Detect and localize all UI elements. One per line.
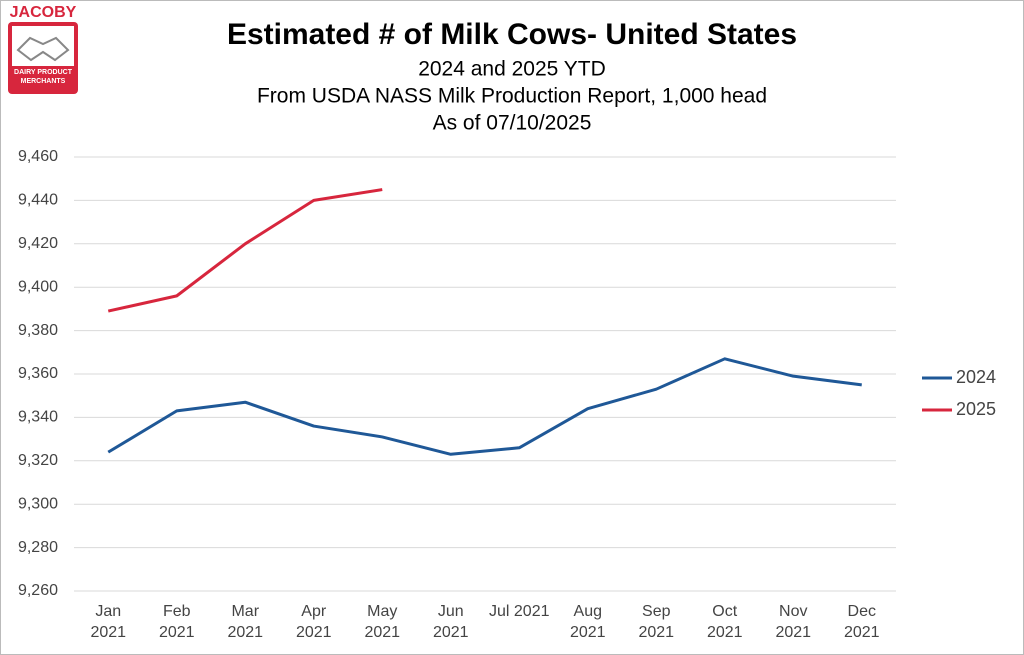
x-tick-label: Aug 2021	[570, 603, 606, 641]
y-tick-label: 9,440	[18, 192, 58, 209]
x-tick-label-line: 2021	[638, 624, 674, 641]
series-line	[107, 188, 383, 313]
x-tick-label-line: Aug	[574, 603, 602, 620]
x-tick-label-line: 2021	[844, 624, 880, 641]
x-tick-label: Jun 2021	[433, 603, 469, 641]
x-tick-label: Oct 2021	[707, 603, 743, 641]
x-tick-label-line: 2021	[364, 624, 400, 641]
x-tick-label-line: Oct	[712, 603, 737, 620]
x-tick-label: Apr 2021	[296, 603, 332, 641]
series-line	[107, 357, 862, 456]
x-tick-label-line: 2021	[159, 624, 195, 641]
logo: JACOBY DAIRY PRODUCT MERCHANTS	[8, 4, 78, 94]
logo-tagline-box: DAIRY PRODUCT MERCHANTS	[14, 69, 72, 85]
logo-name: JACOBY	[10, 4, 77, 21]
x-tick-label-line: Mar	[231, 603, 259, 620]
legend-label: 2024	[956, 367, 996, 387]
x-tick-label: Feb 2021	[159, 603, 195, 641]
x-tick-label: Jul 2021	[489, 603, 550, 620]
x-tick-label-line: Jan	[95, 603, 121, 620]
chart-subtitle: From USDA NASS Milk Production Report, 1…	[257, 85, 767, 108]
y-tick-label: 9,460	[18, 148, 58, 165]
y-tick-label: 9,280	[18, 539, 58, 556]
y-tick-label: 9,320	[18, 452, 58, 469]
x-tick-label-line: Jun	[438, 603, 464, 620]
x-tick-label-line: Apr	[301, 603, 327, 620]
y-tick-label: 9,340	[18, 409, 58, 426]
y-tick-label: 9,420	[18, 235, 58, 252]
x-tick-label-line: 2021	[570, 624, 606, 641]
legend-label: 2025	[956, 399, 996, 419]
x-tick-label-line: Nov	[779, 603, 807, 620]
logo-hands	[16, 36, 70, 62]
x-tick-label-line: Dec	[848, 603, 876, 620]
x-tick-label: Nov 2021	[775, 603, 811, 641]
x-tick-label-line: 2021	[775, 624, 811, 641]
x-tick-label-line: 2021	[433, 624, 469, 641]
y-tick-label: 9,360	[18, 365, 58, 382]
x-tick-label-line: 2021	[707, 624, 743, 641]
logo-tagline: DAIRY PRODUCT MERCHANTS	[14, 69, 72, 85]
x-tick-label: Dec 2021	[844, 603, 880, 641]
chart-subtitle: As of 07/10/2025	[433, 112, 592, 135]
x-tick-label: Jan 2021	[90, 603, 126, 641]
chart-title: Estimated # of Milk Cows- United States	[227, 18, 797, 51]
x-tick-label: Sep 2021	[638, 603, 674, 641]
chart-subtitle: 2024 and 2025 YTD	[418, 58, 606, 81]
x-tick-label-line: May	[367, 603, 397, 620]
x-tick-label-line: 2021	[227, 624, 263, 641]
y-tick-label: 9,400	[18, 278, 58, 295]
x-tick-label: May 2021	[364, 603, 400, 641]
x-tick-label-line: Feb	[163, 603, 191, 620]
y-tick-label: 9,260	[18, 582, 58, 599]
y-tick-label: 9,380	[18, 322, 58, 339]
x-tick-label-line: 2021	[296, 624, 332, 641]
x-tick-label-line: Jul 2021	[489, 603, 550, 620]
y-tick-label: 9,300	[18, 495, 58, 512]
x-tick-label-line: 2021	[90, 624, 126, 641]
x-tick-label: Mar 2021	[227, 603, 263, 641]
x-tick-label-line: Sep	[642, 603, 671, 620]
